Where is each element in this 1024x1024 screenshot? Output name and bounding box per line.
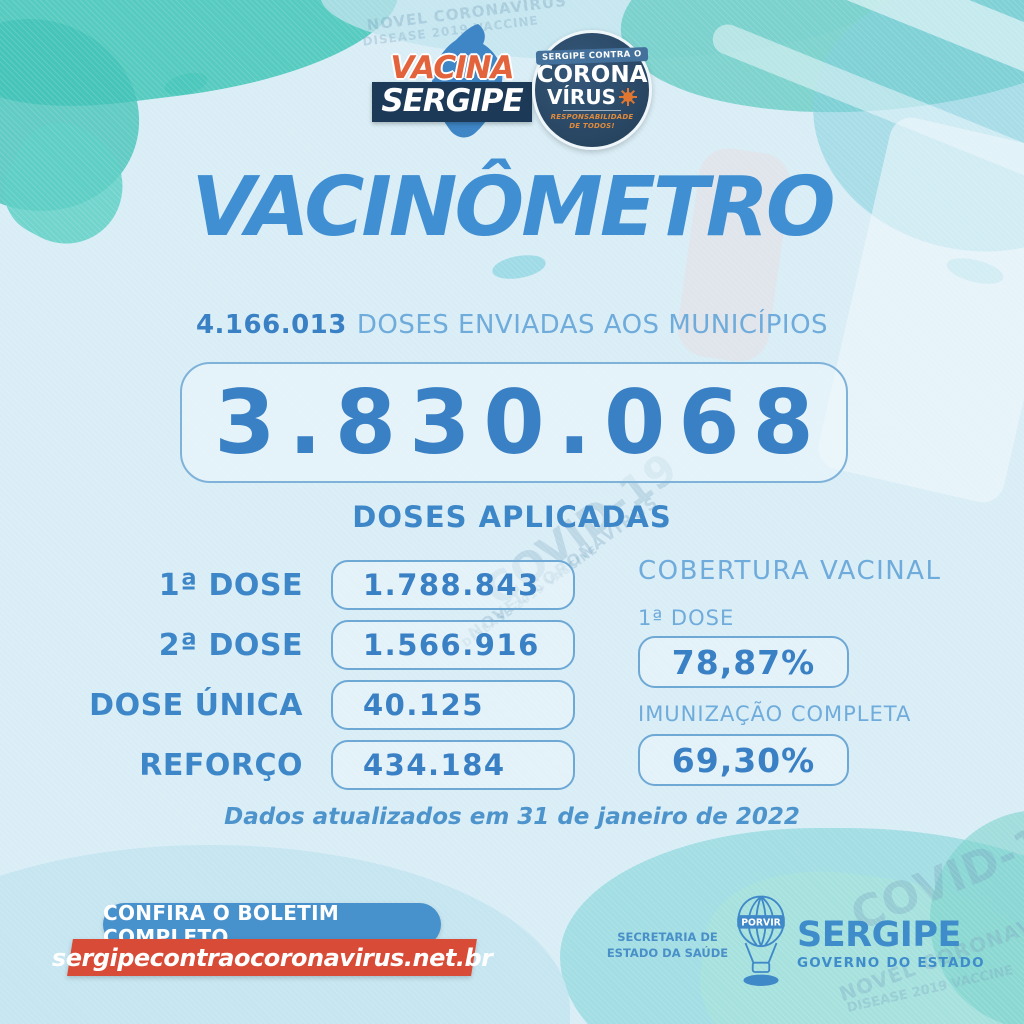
boletim-completo-button[interactable]: CONFIRA O BOLETIM COMPLETO <box>103 901 441 949</box>
row-label: 2ª DOSE <box>158 627 303 663</box>
cobertura-first-dose-value: 78,87% <box>671 642 816 682</box>
row-label: DOSE ÚNICA <box>89 687 303 723</box>
table-row: 2ª DOSE 1.566.916 <box>55 620 575 670</box>
table-row: DOSE ÚNICA 40.125 <box>55 680 575 730</box>
row-value-box: 40.125 <box>331 680 575 730</box>
row-value: 40.125 <box>363 688 484 722</box>
row-label: REFORÇO <box>139 747 303 783</box>
cobertura-vacinal-section: COBERTURA VACINAL 1ª DOSE 78,87% IMUNIZA… <box>638 556 968 786</box>
secretaria-label: SECRETARIA DE ESTADO DA SAÚDE <box>605 930 730 961</box>
cobertura-first-dose-label: 1ª DOSE <box>638 606 735 630</box>
badge-tagline: RESPONSABILIDADE <box>550 112 634 121</box>
site-url-text: sergipecontraocoronavirus.net.br <box>51 943 493 972</box>
dose-table: 1ª DOSE 1.788.843 2ª DOSE 1.566.916 DOSE… <box>55 560 575 790</box>
table-row: REFORÇO 434.184 <box>55 740 575 790</box>
imunizacao-completa-label: IMUNIZAÇÃO COMPLETA <box>638 702 912 726</box>
badge-tagline: DE TODOS! <box>569 122 615 130</box>
page-title: VACINÔMETRO <box>191 160 835 255</box>
vacina-sergipe-logo: VACINA SERGIPE <box>372 50 532 122</box>
vacina-logo-text: VACINA <box>390 50 514 86</box>
updated-date-line: Dados atualizados em 31 de janeiro de 20… <box>224 804 800 830</box>
row-value: 434.184 <box>363 748 506 782</box>
secretaria-line1: SECRETARIA DE <box>617 930 718 944</box>
virus-icon <box>618 87 637 106</box>
sergipe-logo-text: SERGIPE <box>372 82 532 122</box>
doses-enviadas-value: 4.166.013 <box>195 310 347 340</box>
balloon-banner-text: PORVIR <box>741 918 781 929</box>
row-value-box: 1.566.916 <box>331 620 575 670</box>
gov-subtitle: GOVERNO DO ESTADO <box>797 955 985 971</box>
row-value: 1.788.843 <box>363 568 540 602</box>
coronavirus-badge: SERGIPE CONTRA O CORONA VÍRUS RESPONSABI… <box>532 30 652 150</box>
government-logo: SERGIPE GOVERNO DO ESTADO <box>797 915 985 972</box>
imunizacao-completa-value: 69,30% <box>671 740 816 780</box>
row-value: 1.566.916 <box>363 628 540 662</box>
gov-name: SERGIPE <box>797 915 961 955</box>
balloon-icon: PORVIR <box>737 895 785 986</box>
row-value-box: 434.184 <box>331 740 575 790</box>
table-row: 1ª DOSE 1.788.843 <box>55 560 575 610</box>
secretaria-line2: ESTADO DA SAÚDE <box>606 945 729 960</box>
doses-enviadas-line: 4.166.013 DOSES ENVIADAS AOS MUNICÍPIOS <box>0 310 1024 340</box>
row-value-box: 1.788.843 <box>331 560 575 610</box>
badge-virus-text: VÍRUS <box>547 84 616 109</box>
doses-aplicadas-total: 3.830.068 <box>214 371 827 474</box>
doses-enviadas-label: DOSES ENVIADAS AOS MUNICÍPIOS <box>356 310 829 340</box>
cobertura-title: COBERTURA VACINAL <box>638 556 942 586</box>
row-label: 1ª DOSE <box>158 567 303 603</box>
site-url-link[interactable]: sergipecontraocoronavirus.net.br <box>52 939 492 976</box>
badge-corona-text: CORONA <box>536 61 648 88</box>
imunizacao-completa-box: 69,30% <box>638 734 849 786</box>
cobertura-first-dose-box: 78,87% <box>638 636 849 688</box>
doses-aplicadas-total-box: 3.830.068 <box>180 362 848 483</box>
badge-divider <box>563 109 621 111</box>
doses-aplicadas-label: DOSES APLICADAS <box>352 500 672 534</box>
